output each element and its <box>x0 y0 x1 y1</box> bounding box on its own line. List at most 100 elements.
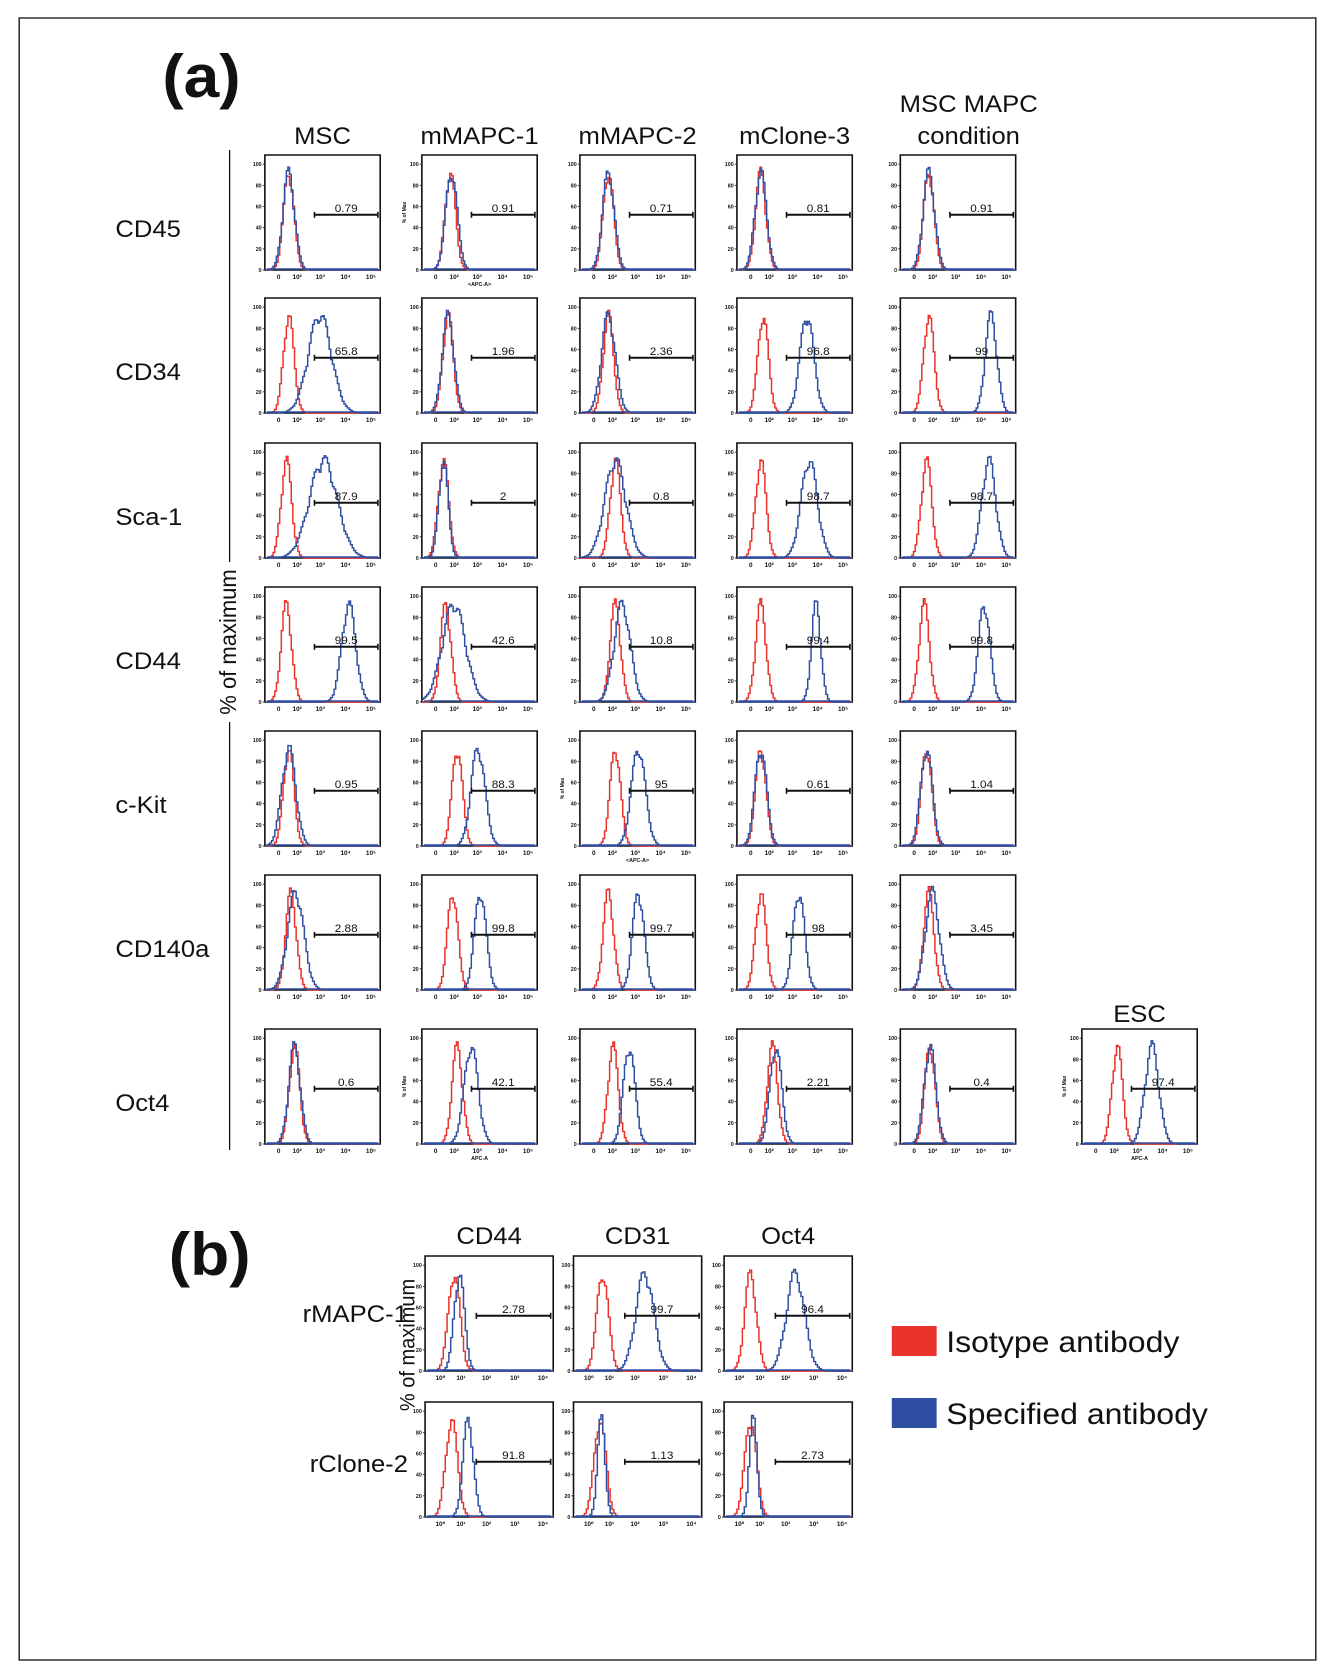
y-tick-label: 60 <box>564 1452 570 1458</box>
x-tick-label: 0 <box>434 274 438 281</box>
y-tick-label: 100 <box>888 162 897 168</box>
x-tick-label: 10³ <box>316 562 325 569</box>
y-tick-label: 20 <box>416 1348 422 1354</box>
x-tick-label: 10³ <box>316 417 325 424</box>
x-tick-label: 10⁴ <box>656 706 666 713</box>
x-tick-label: 10² <box>630 1375 639 1382</box>
y-tick-label: 20 <box>728 1121 734 1127</box>
y-tick-label: 0 <box>259 700 262 706</box>
y-tick-label: 100 <box>725 305 734 311</box>
x-tick-label: 10² <box>928 274 937 281</box>
x-tick-label: 10⁵ <box>523 994 533 1001</box>
x-tick-label: 0 <box>434 1148 438 1155</box>
y-tick-label: 80 <box>413 471 419 477</box>
y-tick-label: 60 <box>256 205 262 211</box>
y-tick-label: 40 <box>728 514 734 520</box>
x-tick-label: 10² <box>928 850 937 857</box>
row-label: CD34 <box>115 360 181 386</box>
x-tick-label: 10⁴ <box>656 994 666 1001</box>
y-tick-label: 0 <box>894 268 897 274</box>
x-tick-label: 10³ <box>659 1521 668 1528</box>
x-tick-label: 10⁵ <box>523 850 533 857</box>
y-tick-label: 100 <box>1070 1036 1079 1042</box>
x-tick-label: 10³ <box>510 1375 519 1382</box>
specified-curve <box>736 896 853 991</box>
y-tick-label: 40 <box>416 1473 422 1479</box>
y-tick-label: 100 <box>410 594 419 600</box>
y-tick-label: 20 <box>891 1121 897 1127</box>
x-tick-label: 10³ <box>631 994 640 1001</box>
specified-curve <box>421 309 538 414</box>
x-tick-label: 10³ <box>788 1148 797 1155</box>
gate-value: 99.5 <box>335 635 358 647</box>
y-tick-label: 0 <box>574 844 577 850</box>
y-tick-label: 100 <box>410 1036 419 1042</box>
y-tick-label: 40 <box>256 369 262 375</box>
y-tick-label: 100 <box>888 594 897 600</box>
gate-value: 0.8 <box>653 491 669 503</box>
row-label: CD45 <box>115 217 180 243</box>
x-tick-label: 10⁴ <box>1157 1148 1167 1155</box>
y-tick-label: 0 <box>894 988 897 994</box>
x-tick-label: 10³ <box>788 994 797 1001</box>
y-tick-label: 40 <box>891 514 897 520</box>
x-tick-label: 10² <box>765 274 774 281</box>
x-tick-label: 0 <box>749 562 753 569</box>
y-tick-label: 20 <box>891 535 897 541</box>
x-tick-label: 10² <box>765 850 774 857</box>
x-tick-label: 10² <box>765 1148 774 1155</box>
y-tick-label: 80 <box>413 183 419 189</box>
x-tick-label: 0 <box>592 417 596 424</box>
plot-box <box>572 1401 703 1518</box>
specified-curve <box>421 896 538 991</box>
y-tick-label: 0 <box>259 411 262 417</box>
x-tick-label: 10³ <box>316 1148 325 1155</box>
specified-curve <box>900 455 1017 559</box>
y-tick-label: 80 <box>728 326 734 332</box>
plot-box <box>421 730 539 847</box>
gate-value: 96.8 <box>807 346 830 358</box>
x-tick-label: 10³ <box>631 274 640 281</box>
y-tick-label: 20 <box>571 1121 577 1127</box>
x-tick-label: 10² <box>781 1521 790 1528</box>
y-tick-label: 100 <box>568 594 577 600</box>
y-tick-label: 60 <box>413 1079 419 1085</box>
y-tick-label: 0 <box>574 700 577 706</box>
y-tick-label: 60 <box>256 637 262 643</box>
y-tick-label: 40 <box>891 1100 897 1106</box>
y-tick-label: 40 <box>256 226 262 232</box>
x-tick-label: 10³ <box>788 706 797 713</box>
x-tick-label: 10⁴ <box>340 1148 350 1155</box>
y-tick-label: 40 <box>891 946 897 952</box>
x-tick-label: 10² <box>608 850 617 857</box>
y-tick-label: 0 <box>731 556 734 562</box>
x-tick-label: 0 <box>592 274 596 281</box>
y-tick-label: 40 <box>413 369 419 375</box>
gate-value: 55.4 <box>650 1077 673 1089</box>
specified-curve <box>579 170 696 271</box>
x-tick-label: 10¹ <box>605 1521 614 1528</box>
x-tick-label: 0 <box>277 994 281 1001</box>
x-tick-label: 10² <box>765 994 774 1001</box>
x-tick-label: 0 <box>912 706 916 713</box>
y-tick-label: 0 <box>416 1142 419 1148</box>
y-tick-label: 100 <box>888 738 897 744</box>
specified-curve <box>900 885 1016 991</box>
y-tick-label: 20 <box>256 1121 262 1127</box>
y-tick-label: 40 <box>891 658 897 664</box>
x-tick-label: 10² <box>765 562 774 569</box>
y-tick-label: 80 <box>728 759 734 765</box>
row-label: Sca-1 <box>115 505 182 531</box>
y-tick-label: 100 <box>568 450 577 456</box>
y-tick-label: 80 <box>715 1430 721 1436</box>
y-tick-label: 40 <box>413 514 419 520</box>
x-tick-label: 10⁴ <box>813 994 823 1001</box>
x-tick-label: 10³ <box>788 274 797 281</box>
y-tick-label: 0 <box>574 268 577 274</box>
y-tick-label: 80 <box>891 326 897 332</box>
y-tick-label: 20 <box>416 1494 422 1500</box>
x-tick-label: 0 <box>277 417 281 424</box>
specified-curve <box>421 747 538 847</box>
panel-label: (a) <box>162 44 240 111</box>
plot-box <box>421 586 539 703</box>
